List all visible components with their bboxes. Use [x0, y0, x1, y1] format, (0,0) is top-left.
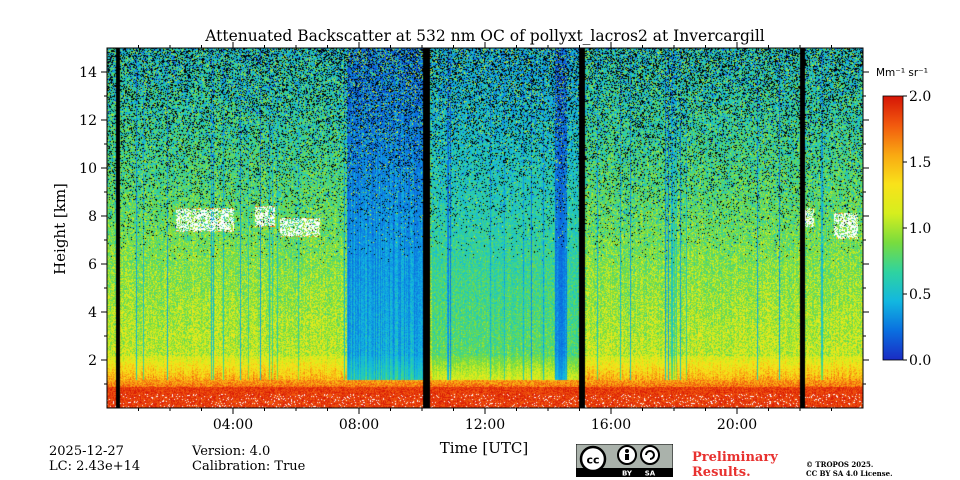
- colorbar-tick-label: 0.5: [909, 287, 931, 303]
- preliminary-line-1: Preliminary: [692, 450, 778, 465]
- footer-date: 2025-12-27: [49, 444, 124, 459]
- x-tick-label: 16:00: [591, 417, 631, 433]
- footer-lc: LC: 2.43e+14: [49, 459, 141, 474]
- colorbar-tick-label: 1.5: [909, 155, 931, 171]
- svg-text:cc: cc: [586, 454, 599, 467]
- backscatter-heatmap: [107, 48, 863, 408]
- y-tick-label: 6: [88, 257, 97, 273]
- footer-version-block: Version: 4.0 Calibration: True: [192, 444, 305, 474]
- y-axis-label: Height [km]: [51, 183, 69, 275]
- chart-title: Attenuated Backscatter at 532 nm OC of p…: [204, 27, 765, 45]
- badge-by-label: BY: [622, 470, 633, 478]
- colorbar-tick-label: 0.0: [909, 353, 931, 369]
- y-tick-label: 2: [88, 353, 97, 369]
- preliminary-results-note: Preliminary Results.: [692, 450, 778, 480]
- footer-version: Version: 4.0: [192, 444, 271, 459]
- x-axis-ticks: 04:00 08:00 12:00 16:00 20:00: [138, 42, 832, 433]
- x-axis-label: Time [UTC]: [440, 439, 529, 457]
- y-axis-ticks: 2 4 6 8 10 12 14: [79, 65, 869, 385]
- y-tick-label: 10: [79, 161, 97, 177]
- sa-share-alike-icon: [640, 445, 660, 465]
- colorbar-ticks: 0.0 0.5 1.0 1.5 2.0: [903, 89, 931, 369]
- x-tick-label: 12:00: [465, 417, 505, 433]
- colorbar-tick-label: 1.0: [909, 221, 931, 237]
- copyright-note: © TROPOS 2025. CC BY SA 4.0 License.: [806, 460, 893, 478]
- cc-icon: [579, 445, 607, 473]
- y-tick-label: 14: [79, 65, 97, 81]
- y-tick-label: 8: [88, 209, 97, 225]
- badge-sa-label: SA: [645, 470, 656, 478]
- footer-calibration: Calibration: True: [192, 459, 306, 474]
- preliminary-line-2: Results.: [692, 465, 751, 480]
- colorbar-unit-label: Mm⁻¹ sr⁻¹: [876, 67, 928, 79]
- copyright-line-1: © TROPOS 2025.: [806, 460, 874, 469]
- footer-date-block: 2025-12-27 LC: 2.43e+14: [49, 444, 140, 474]
- y-tick-label: 4: [88, 305, 97, 321]
- colorbar: [882, 95, 904, 361]
- x-tick-label: 08:00: [339, 417, 379, 433]
- y-tick-label: 12: [79, 113, 97, 129]
- copyright-line-2: CC BY SA 4.0 License.: [806, 469, 893, 478]
- x-tick-label: 04:00: [213, 417, 253, 433]
- colorbar-tick-label: 2.0: [909, 89, 931, 105]
- cc-by-sa-badge: cc BY SA: [576, 444, 673, 477]
- x-tick-label: 20:00: [717, 417, 757, 433]
